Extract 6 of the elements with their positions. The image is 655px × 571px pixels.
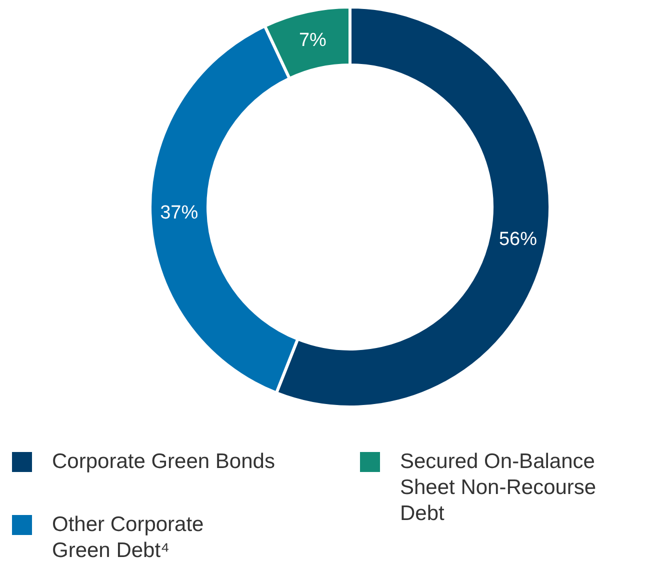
data-label: 7% [298,30,327,52]
data-label: 56% [498,229,538,250]
legend-label: Corporate Green Bonds [52,450,275,473]
data-label: 37% [160,202,198,224]
legend-label: Secured On-Balance Sheet Non-Recourse Debt [400,450,596,525]
legend-label: Other Corporate Green Debt⁴ [52,513,204,562]
